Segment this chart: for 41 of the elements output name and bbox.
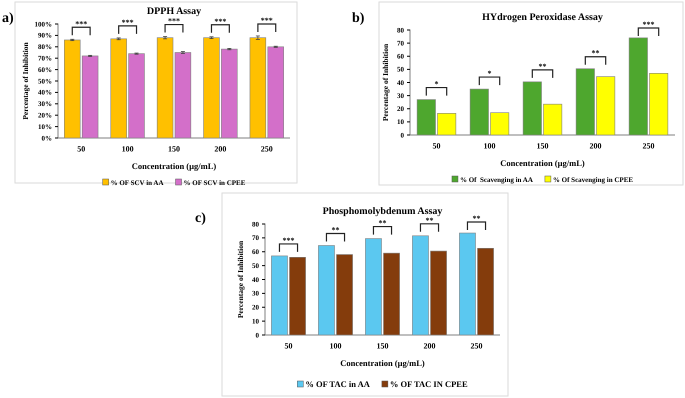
annotation: **	[378, 218, 386, 228]
annotation: ***	[168, 16, 180, 26]
x-tick-label: 250	[470, 342, 482, 351]
chart-title: HYdrogen Peroxidase Assay	[482, 12, 603, 23]
annotation: ***	[75, 19, 88, 28]
annotation: **	[426, 216, 434, 225]
x-tick-label: 150	[536, 142, 548, 151]
x-tick-label: 150	[376, 342, 388, 351]
x-tick-label: 200	[214, 144, 226, 154]
x-tick-label: 200	[424, 342, 436, 351]
text: b)	[352, 11, 365, 26]
legend-label: % OF TAC in AA	[305, 379, 371, 389]
text: c)	[195, 211, 206, 226]
annotation: ***	[122, 18, 134, 27]
annotation: *	[434, 80, 438, 89]
legend-label: % OF TAC IN CPEE	[390, 379, 468, 389]
x-tick-label: 150	[168, 144, 180, 154]
x-tick-label: 50	[284, 342, 292, 351]
chart-title: DPPH Assay	[146, 6, 202, 17]
x-tick-label: 200	[590, 142, 602, 151]
x-axis-title: Concentration (µg/mL)	[340, 358, 425, 368]
x-tick-label: 50	[432, 142, 440, 151]
x-axis-title: Concentration (µg/mL)	[500, 158, 585, 168]
text: **	[472, 214, 480, 223]
x-tick-label: 100	[122, 144, 134, 154]
x-tick-label: 250	[260, 144, 273, 154]
annotation: **	[538, 62, 546, 71]
chart-title: Phosphomolybdenum Assay	[322, 206, 442, 217]
x-tick-label: 250	[642, 142, 654, 151]
x-axis-title: Concentration (µg/mL)	[132, 161, 216, 171]
annotation: ***	[214, 16, 226, 26]
text: ***	[642, 20, 654, 29]
text: a)	[2, 11, 14, 26]
x-tick-label: 100	[484, 142, 496, 151]
annotation: **	[592, 48, 600, 58]
annotation: **	[332, 226, 340, 235]
annotation: *	[488, 69, 492, 78]
x-tick-label: 100	[330, 342, 342, 351]
annotation: ***	[260, 16, 273, 25]
x-tick-label: 50	[77, 144, 86, 154]
annotation: ***	[282, 236, 294, 245]
